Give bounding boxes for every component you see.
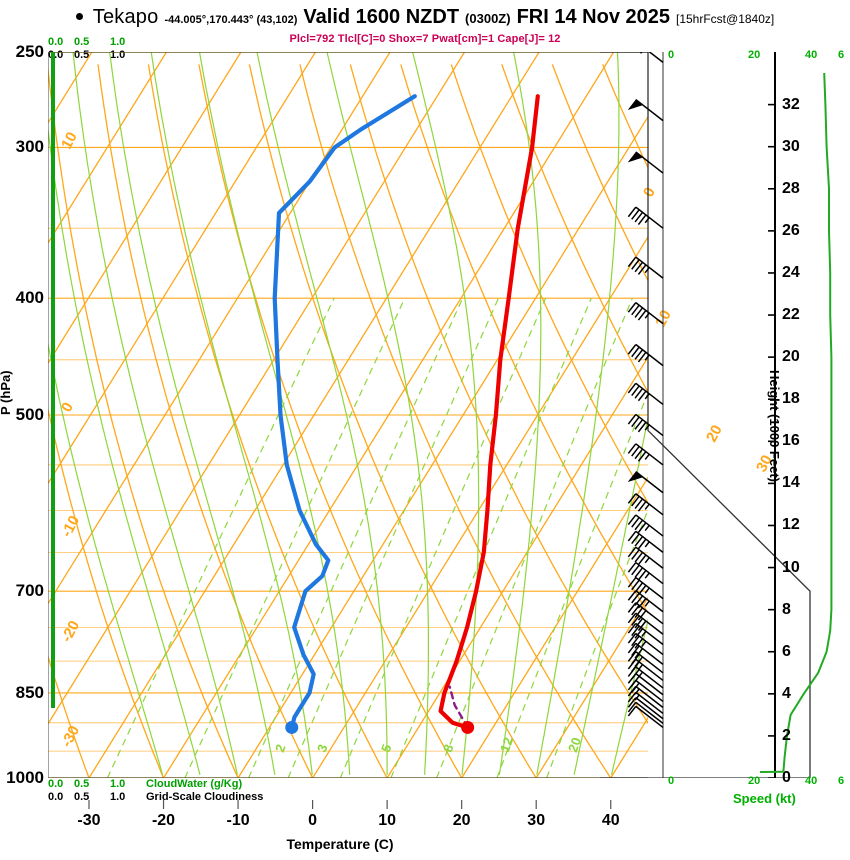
height-tick-24: 24 [782,263,800,281]
height-tick-22: 22 [782,306,800,324]
height-tick-30: 30 [782,137,800,155]
stability-indices: Plcl=792 Tlcl[C]=0 Shox=7 Pwat[cm]=1 Cap… [289,33,561,45]
bottom-cloudiness-scale: 0.0 0.5 1.0 Grid-Scale Cloudiness [48,791,264,803]
height-tick-10: 10 [782,558,800,576]
temperature-axis: -30 -20 -10 0 10 20 30 40 [48,800,648,829]
temperature-tick--10: -10 [226,812,250,829]
forecast-info: [15hrFcst@1840z] [676,12,775,26]
header: Tekapo -44.005°,170.443° (43,102) Valid … [0,6,850,32]
speed-tick-20: 20 [748,49,761,61]
speed-tick-6-bottom: 6 [838,775,845,787]
top-cloudwater-scale: 0.0 0.5 1.0 [48,36,126,48]
height-tick-2: 2 [782,726,791,744]
pressure-axis: 250 300 400 500 700 850 1000 [0,42,44,787]
temperature-tick--30: -30 [77,812,101,829]
temperature-tick-40: 40 [601,812,620,829]
sounding-curves [272,94,540,734]
height-axis-label: Height (1000 Feet) [767,370,782,482]
height-tick-26: 26 [782,221,800,239]
bottom-cloudwater-scale: 0.0 0.5 1.0 CloudWater (g/Kg) [48,778,243,790]
speed-tick-0: 0 [668,49,675,61]
cloudwater-axis-label: CloudWater (g/Kg) [146,778,243,790]
valid-date: FRI 14 Nov 2025 [516,6,670,28]
station-coordinates: -44.005°,170.443° (43,102) [164,14,298,26]
pressure-tick-850: 850 [15,682,44,702]
height-tick-4: 4 [782,684,791,702]
skewt-grid [48,52,648,778]
pressure-axis-label: P (hPa) [0,370,13,415]
valid-time-utc: (0300Z) [465,11,511,26]
speed-tick-40: 40 [805,49,818,61]
pressure-tick-250: 250 [15,42,44,61]
cloudiness-axis-label: Grid-Scale Cloudiness [146,791,264,803]
height-tick-28: 28 [782,179,800,197]
height-tick-16: 16 [782,432,800,450]
pressure-tick-1000: 1000 [6,768,44,787]
pressure-tick-300: 300 [15,137,44,157]
height-tick-20: 20 [782,348,800,366]
height-tick-14: 14 [782,474,800,492]
height-tick-18: 18 [782,390,800,408]
speed-tick-6: 6 [838,49,845,61]
temperature-tick-20: 20 [452,812,471,829]
pressure-tick-700: 700 [15,581,44,601]
valid-time: Valid 1600 NZDT [303,6,460,28]
height-tick-12: 12 [782,516,800,534]
temperature-tick-0: 0 [308,812,318,829]
speed-axis-label: Speed (kt) [733,791,796,806]
pressure-tick-500: 500 [15,405,44,424]
skewt-plot-area[interactable]: 10 0 -10 -20 -30 0 10 20 30 2 3 5 8 12 20 [48,52,776,778]
height-axis: 0 2 4 6 8 10 12 14 16 18 20 22 24 26 28 30 32 [760,52,850,786]
height-tick-0: 0 [782,769,791,786]
height-tick-6: 6 [782,642,791,660]
speed-tick-0-bottom: 0 [668,775,675,787]
temperature-tick--20: -20 [151,812,176,829]
filled-circle-marker-icon [75,13,83,20]
speed-tick-40-bottom: 40 [805,775,818,787]
temperature-tick-30: 30 [527,812,546,829]
wind-barb-column [600,52,811,778]
height-tick-32: 32 [782,95,800,113]
temperature-axis-label: Temperature (C) [286,836,394,852]
temperature-tick-10: 10 [378,812,397,829]
speed-tick-20-bottom: 20 [748,775,761,787]
pressure-tick-400: 400 [15,288,44,308]
height-tick-8: 8 [782,600,791,618]
station-name: Tekapo [92,6,159,28]
